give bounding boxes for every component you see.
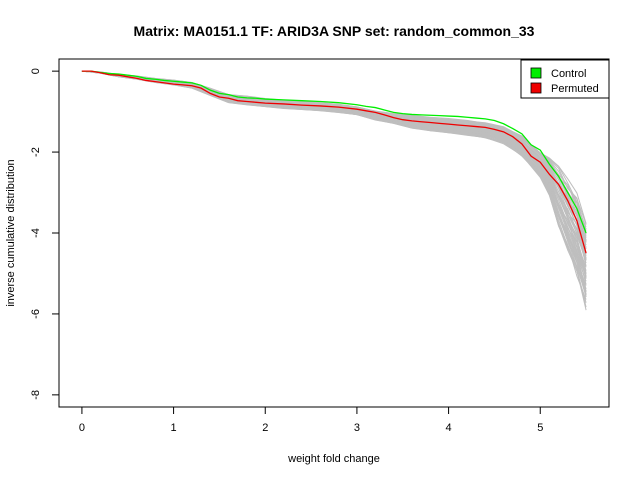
x-axis-label: weight fold change [287,453,380,465]
legend-swatch-control [530,67,542,79]
legend-label-permuted: Permuted [551,83,599,95]
x-tick-label: 0 [79,422,85,434]
legend: Control Permuted [520,59,610,99]
chart-title: Matrix: MA0151.1 TF: ARID3A SNP set: ran… [134,23,535,39]
legend-label-control: Control [551,68,586,80]
y-tick-label: -2 [30,147,42,157]
y-axis-label: inverse cumulative distribution [5,159,17,306]
y-tick-label: -4 [30,228,42,238]
x-tick-label: 2 [262,422,268,434]
x-tick-label: 4 [446,422,452,434]
permuted-sample-line [81,70,587,311]
series-line-control [81,70,587,234]
y-tick-label: -6 [30,309,42,319]
y-tick-label: 0 [30,68,42,74]
series-layer [81,70,587,254]
series-line-permuted [81,70,587,254]
axes: 0 1 2 3 4 5 0 -2 -4 -6 -8 [30,58,610,434]
y-tick-label: -8 [30,390,42,400]
x-tick-label: 1 [171,422,177,434]
legend-swatch-permuted [530,82,542,94]
x-tick-label: 3 [354,422,360,434]
x-tick-label: 5 [537,422,543,434]
